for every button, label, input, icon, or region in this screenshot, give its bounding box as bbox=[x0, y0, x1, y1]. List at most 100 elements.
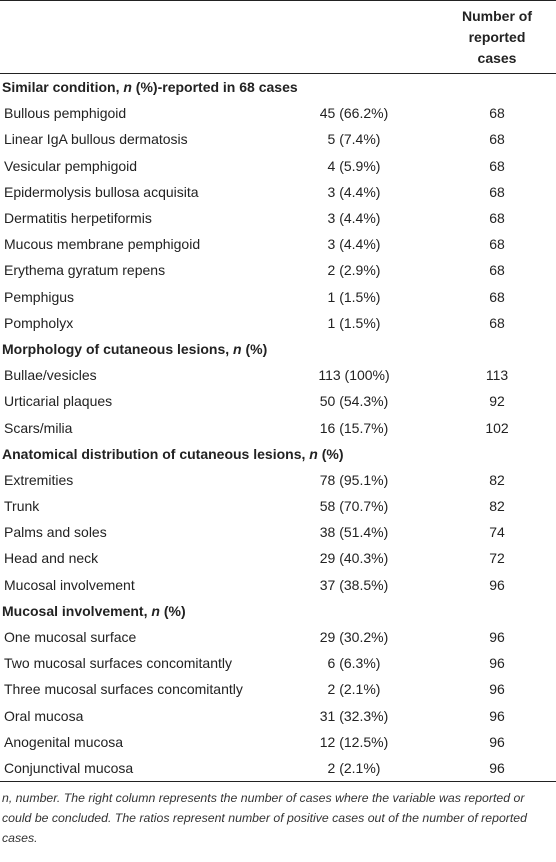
table-row: Scars/milia 16 (15.7%) 102 bbox=[0, 414, 556, 440]
row-value: 1 (1.5%) bbox=[327, 288, 381, 305]
section-title-n: n bbox=[151, 602, 160, 619]
section-header-row: Anatomical distribution of cutaneous les… bbox=[0, 441, 556, 467]
row-reported: 68 bbox=[489, 157, 505, 174]
row-value: 58 (70.7%) bbox=[319, 498, 389, 515]
row-label: Head and neck bbox=[4, 550, 99, 567]
footnote: n, number. The right column represents t… bbox=[2, 791, 527, 846]
table-body: Similar condition, n (%)-reported in 68 … bbox=[0, 74, 556, 783]
row-reported: 102 bbox=[485, 419, 509, 436]
section-title-n: n bbox=[123, 79, 132, 96]
table-row: Three mucosal surfaces concomitantly 2 (2… bbox=[0, 676, 556, 702]
table-row: Pemphigus 1 (1.5%) 68 bbox=[0, 284, 556, 310]
row-reported: 68 bbox=[489, 131, 505, 148]
row-value: 1 (1.5%) bbox=[327, 314, 381, 331]
row-label: Pompholyx bbox=[4, 314, 74, 331]
row-reported: 72 bbox=[489, 550, 505, 567]
row-value: 6 (6.3%) bbox=[327, 655, 381, 672]
row-reported: 68 bbox=[489, 183, 505, 200]
row-value: 2 (2.9%) bbox=[327, 262, 381, 279]
row-label: Extremities bbox=[4, 471, 74, 488]
row-reported: 68 bbox=[489, 210, 505, 227]
section-title-prefix: Morphology of cutaneous lesions, bbox=[2, 340, 234, 357]
table-row: Extremities 78 (95.1%) 82 bbox=[0, 467, 556, 493]
row-value: 38 (51.4%) bbox=[319, 524, 389, 541]
row-value: 78 (95.1%) bbox=[319, 471, 389, 488]
row-reported: 96 bbox=[489, 576, 505, 593]
table-row: Two mucosal surfaces concomitantly 6 (6.3… bbox=[0, 650, 556, 676]
row-value: 2 (2.1%) bbox=[270, 754, 438, 783]
table-row: One mucosal surface 29 (30.2%) 96 bbox=[0, 624, 556, 650]
row-label: Linear IgA bullous dermatosis bbox=[4, 131, 188, 148]
section-header-row: Similar condition, n (%)-reported in 68 … bbox=[0, 74, 556, 101]
table-row: Oral mucosa 31 (32.3%) 96 bbox=[0, 703, 556, 729]
section-header-row: Morphology of cutaneous lesions, n (%) bbox=[0, 336, 556, 362]
table-row: Trunk 58 (70.7%) 82 bbox=[0, 493, 556, 519]
row-reported: 68 bbox=[489, 314, 505, 331]
table-row: Bullous pemphigoid 45 (66.2%) 68 bbox=[0, 100, 556, 126]
section-title: Similar condition, n (%)-reported in 68 … bbox=[0, 74, 556, 101]
header-label-column bbox=[0, 0, 270, 74]
row-reported: 82 bbox=[489, 498, 505, 515]
row-reported: 74 bbox=[489, 524, 505, 541]
row-value: 3 (4.4%) bbox=[327, 183, 381, 200]
section-title-suffix: (%)-reported in 68 cases bbox=[131, 79, 298, 96]
section-title: Anatomical distribution of cutaneous les… bbox=[0, 441, 556, 467]
row-label: Oral mucosa bbox=[4, 707, 84, 724]
row-reported: 96 bbox=[438, 754, 556, 783]
table-row: Epidermolysis bullosa acquisita 3 (4.4%) 6… bbox=[0, 179, 556, 205]
row-value: 113 (100%) bbox=[318, 367, 390, 384]
header-value-column bbox=[270, 0, 438, 74]
section-title-prefix: Mucosal involvement, bbox=[2, 602, 152, 619]
table-row: Mucosal involvement 37 (38.5%) 96 bbox=[0, 572, 556, 598]
row-label: Mucosal involvement bbox=[4, 576, 135, 593]
row-reported: 96 bbox=[489, 655, 505, 672]
table-row: Dermatitis herpetiformis 3 (4.4%) 68 bbox=[0, 205, 556, 231]
row-label: Urticarial plaques bbox=[4, 393, 113, 410]
row-reported: 113 bbox=[485, 367, 509, 384]
section-title-prefix: Anatomical distribution of cutaneous les… bbox=[2, 445, 310, 462]
section-title-n: n bbox=[309, 445, 318, 462]
header-reported-line2: cases bbox=[477, 49, 517, 66]
row-value: 31 (32.3%) bbox=[319, 707, 389, 724]
row-reported: 96 bbox=[489, 707, 505, 724]
section-title-n: n bbox=[233, 340, 242, 357]
row-label: Two mucosal surfaces concomitantly bbox=[4, 655, 232, 672]
row-value: 29 (30.2%) bbox=[319, 629, 389, 646]
row-value: 4 (5.9%) bbox=[327, 157, 381, 174]
row-label: Vesicular pemphigoid bbox=[4, 157, 138, 174]
table-row: Erythema gyratum repens 2 (2.9%) 68 bbox=[0, 257, 556, 283]
row-value: 3 (4.4%) bbox=[327, 210, 381, 227]
header-row: Number of reported cases bbox=[0, 0, 556, 74]
header-reported-cases: Number of reported cases bbox=[438, 0, 556, 74]
row-label: Mucous membrane pemphigoid bbox=[4, 236, 201, 253]
table-row: Bullae/vesicles 113 (100%) 113 bbox=[0, 362, 556, 388]
row-label: Three mucosal surfaces concomitantly bbox=[4, 681, 243, 698]
table-row: Palms and soles 38 (51.4%) 74 bbox=[0, 519, 556, 545]
row-value: 37 (38.5%) bbox=[319, 576, 389, 593]
section-title: Morphology of cutaneous lesions, n (%) bbox=[0, 336, 556, 362]
row-label: Anogenital mucosa bbox=[4, 733, 124, 750]
row-value: 3 (4.4%) bbox=[327, 236, 381, 253]
table-row: Urticarial plaques 50 (54.3%) 92 bbox=[0, 388, 556, 414]
row-label: Dermatitis herpetiformis bbox=[4, 210, 152, 227]
results-table: Number of reported cases Similar conditi… bbox=[0, 0, 556, 783]
row-reported: 68 bbox=[489, 262, 505, 279]
row-reported: 68 bbox=[489, 236, 505, 253]
row-label: Trunk bbox=[4, 498, 40, 515]
row-reported: 68 bbox=[489, 105, 505, 122]
row-label: Bullous pemphigoid bbox=[4, 105, 127, 122]
row-reported: 92 bbox=[489, 393, 505, 410]
section-title-suffix: (%) bbox=[159, 602, 186, 619]
row-label: One mucosal surface bbox=[4, 629, 137, 646]
section-title-prefix: Similar condition, bbox=[2, 79, 124, 96]
row-reported: 96 bbox=[489, 629, 505, 646]
row-value: 2 (2.1%) bbox=[327, 681, 381, 698]
table-row: Conjunctival mucosa 2 (2.1%) 96 bbox=[0, 754, 556, 783]
row-label: Palms and soles bbox=[4, 524, 107, 541]
table-row: Anogenital mucosa 12 (12.5%) 96 bbox=[0, 729, 556, 755]
row-label: Bullae/vesicles bbox=[4, 367, 97, 384]
row-label: Pemphigus bbox=[4, 288, 75, 305]
row-reported: 68 bbox=[489, 288, 505, 305]
row-value: 29 (40.3%) bbox=[319, 550, 389, 567]
table-row: Vesicular pemphigoid 4 (5.9%) 68 bbox=[0, 153, 556, 179]
